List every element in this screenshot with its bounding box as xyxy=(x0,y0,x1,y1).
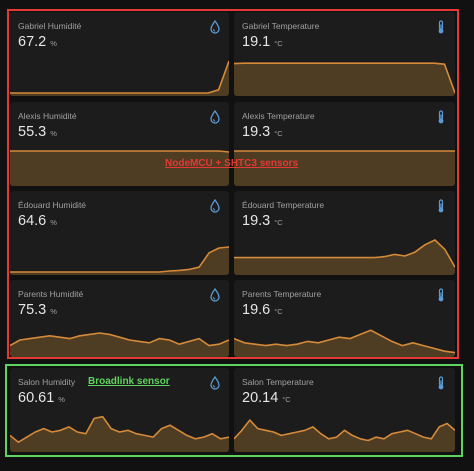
history-area xyxy=(234,63,455,96)
card-name: Alexis Humidité xyxy=(18,111,77,121)
card-value: 67.2% xyxy=(18,34,57,50)
history-line xyxy=(234,329,455,354)
history-graph xyxy=(10,150,229,186)
water-drop-icon xyxy=(210,288,220,302)
card-name: Salon Temperature xyxy=(242,377,314,387)
history-graph xyxy=(234,419,455,452)
history-line xyxy=(234,239,455,268)
card-name: Alexis Temperature xyxy=(242,111,315,121)
history-graph xyxy=(10,415,229,452)
history-graph xyxy=(234,239,455,275)
card-value: 55.3% xyxy=(18,124,57,140)
thermometer-icon xyxy=(438,376,444,390)
history-line xyxy=(234,419,455,442)
card-value: 64.6% xyxy=(18,213,57,229)
history-line xyxy=(10,150,229,153)
broadlink-annotation: Broadlink sensor xyxy=(88,376,170,387)
card-alexis-humidite[interactable]: Alexis Humidité 55.3% xyxy=(10,102,229,186)
card-value: 19.6 °C xyxy=(242,302,283,318)
card-edouard-temperature[interactable]: Édouard Temperature 19.3 °C xyxy=(234,191,455,275)
card-unit: °C xyxy=(282,395,291,404)
card-unit: °C xyxy=(274,39,283,48)
card-value: 60.61% xyxy=(18,390,65,406)
history-graph xyxy=(234,62,455,96)
water-drop-icon xyxy=(210,110,220,124)
history-graph xyxy=(234,329,455,357)
history-area xyxy=(10,247,229,275)
water-drop-icon xyxy=(210,199,220,213)
card-edouard-humidite[interactable]: Édouard Humidité 64.6% xyxy=(10,191,229,275)
card-unit: % xyxy=(50,218,57,227)
card-gabriel-humidite[interactable]: Gabriel Humidité 67.2% xyxy=(10,12,229,96)
history-line xyxy=(10,60,229,94)
history-area xyxy=(234,151,455,186)
history-area xyxy=(234,420,455,452)
card-gabriel-temperature[interactable]: Gabriel Temperature 19.1 °C xyxy=(234,12,455,96)
history-line xyxy=(10,246,229,273)
card-name: Parents Humidité xyxy=(18,289,84,299)
card-name: Gabriel Humidité xyxy=(18,21,82,31)
card-unit: °C xyxy=(274,129,283,138)
card-unit: % xyxy=(50,307,57,316)
card-salon-humidity[interactable]: Salon Humidity 60.61% xyxy=(10,368,229,452)
card-salon-temperature[interactable]: Salon Temperature 20.14 °C xyxy=(234,368,455,452)
card-parents-temperature[interactable]: Parents Temperature 19.6 °C xyxy=(234,280,455,357)
history-area xyxy=(234,330,455,357)
water-drop-icon xyxy=(210,20,220,34)
history-graph xyxy=(10,246,229,275)
card-unit: % xyxy=(50,39,57,48)
card-alexis-temperature[interactable]: Alexis Temperature 19.3 °C xyxy=(234,102,455,186)
history-line xyxy=(10,415,229,443)
card-name: Gabriel Temperature xyxy=(242,21,320,31)
water-drop-icon xyxy=(210,376,220,390)
card-value: 19.1 °C xyxy=(242,34,283,50)
thermometer-icon xyxy=(438,110,444,124)
card-unit: % xyxy=(58,395,65,404)
history-graph xyxy=(10,332,229,357)
history-line xyxy=(10,332,229,347)
history-area xyxy=(10,416,229,452)
card-value: 75.3% xyxy=(18,302,57,318)
history-area xyxy=(10,151,229,186)
card-name: Édouard Temperature xyxy=(242,200,325,210)
card-unit: °C xyxy=(274,307,283,316)
thermometer-icon xyxy=(438,288,444,302)
card-value: 19.3 °C xyxy=(242,213,283,229)
nodemcu-annotation: NodeMCU + SHTC3 sensors xyxy=(165,158,299,169)
card-name: Édouard Humidité xyxy=(18,200,87,210)
history-area xyxy=(10,61,229,96)
card-value: 20.14 °C xyxy=(242,390,291,406)
history-area xyxy=(234,240,455,275)
card-unit: °C xyxy=(274,218,283,227)
card-parents-humidite[interactable]: Parents Humidité 75.3% xyxy=(10,280,229,357)
history-graph xyxy=(234,150,455,186)
history-line xyxy=(234,62,455,94)
history-area xyxy=(10,333,229,357)
card-name: Parents Temperature xyxy=(242,289,322,299)
card-value: 19.3 °C xyxy=(242,124,283,140)
history-graph xyxy=(10,60,229,96)
card-unit: % xyxy=(50,129,57,138)
thermometer-icon xyxy=(438,20,444,34)
thermometer-icon xyxy=(438,199,444,213)
card-name: Salon Humidity xyxy=(18,377,76,387)
